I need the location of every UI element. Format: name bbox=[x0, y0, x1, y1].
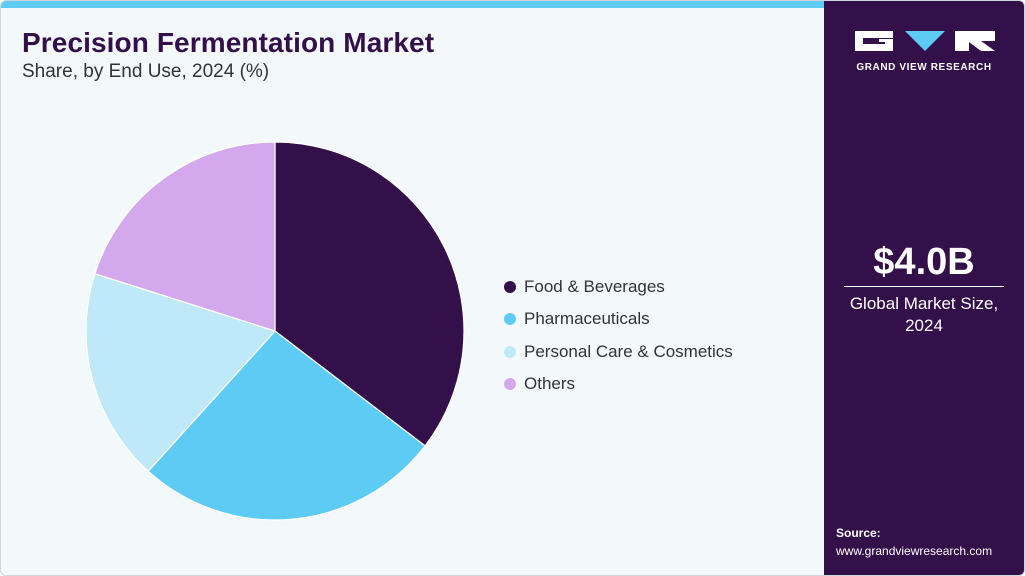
legend-item: Pharmaceuticals bbox=[504, 303, 733, 335]
legend-label: Others bbox=[524, 374, 576, 394]
top-accent-bar bbox=[1, 1, 824, 8]
source-url: www.grandviewresearch.com bbox=[836, 544, 993, 558]
logo-text: GRAND VIEW RESEARCH bbox=[856, 62, 992, 73]
legend-label: Food & Beverages bbox=[524, 277, 665, 297]
legend-swatch bbox=[504, 378, 516, 391]
chart-title: Precision Fermentation Market bbox=[22, 27, 435, 58]
pie-slice-others bbox=[94, 141, 276, 332]
chart-subtitle: Share, by End Use, 2024 (%) bbox=[22, 61, 270, 82]
sidebar-panel: GRAND VIEW RESEARCH $4.0B Global Market … bbox=[824, 1, 1024, 575]
gvr-logo-icon bbox=[855, 31, 995, 51]
legend-item: Others bbox=[504, 368, 733, 400]
pie-slice-food-beverages bbox=[274, 141, 465, 447]
legend-item: Food & Beverages bbox=[504, 271, 733, 303]
market-size-value: $4.0B bbox=[873, 241, 975, 283]
legend-swatch bbox=[504, 345, 516, 358]
source-label: Source: bbox=[836, 526, 881, 540]
legend-swatch bbox=[504, 313, 516, 326]
legend-item: Personal Care & Cosmetics bbox=[504, 336, 733, 368]
pie-slice-pharmaceuticals bbox=[147, 330, 426, 521]
pie-chart bbox=[85, 141, 465, 521]
divider bbox=[844, 286, 1004, 287]
legend-label: Personal Care & Cosmetics bbox=[524, 341, 733, 361]
chart-legend: Food & Beverages Pharmaceuticals Personal … bbox=[504, 271, 733, 400]
legend-label: Pharmaceuticals bbox=[524, 309, 650, 329]
market-size-caption: Global Market Size, 2024 bbox=[849, 294, 999, 335]
legend-swatch bbox=[504, 281, 516, 294]
pie-slice-personal-care-cosmetics bbox=[85, 272, 277, 473]
